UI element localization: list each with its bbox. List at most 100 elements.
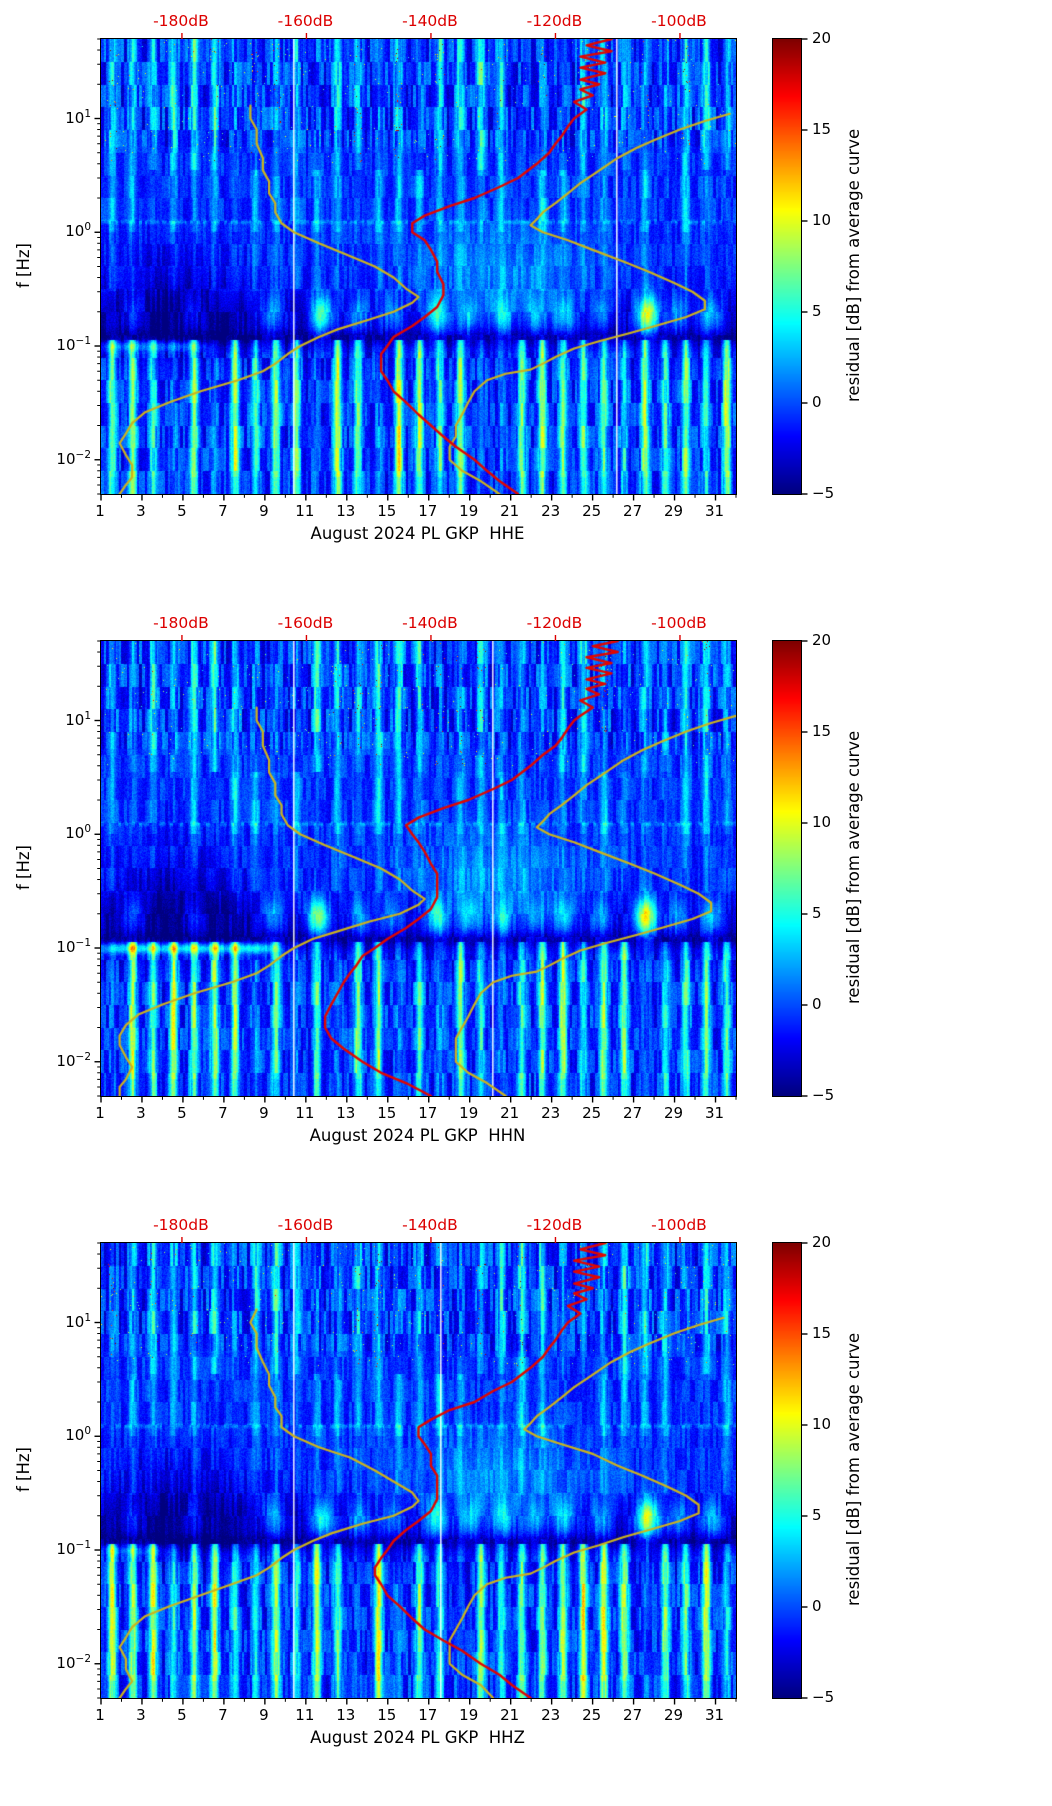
top-db-tick-label: -160dB: [277, 12, 334, 30]
top-db-tick-label: -100dB: [651, 12, 707, 30]
colorbar-tick-label: 15: [812, 722, 832, 740]
colorbar: [772, 38, 808, 495]
colorbar-tick-label: 0: [812, 393, 822, 411]
y-tick-label: 101: [65, 709, 91, 729]
top-db-tick-label: -160dB: [277, 614, 334, 632]
y-tick-label: 10−1: [56, 1539, 91, 1558]
x-tick-label: 29: [664, 1706, 684, 1724]
top-db-tick-label: -140dB: [402, 614, 458, 632]
colorbar-tick-label: 20: [812, 29, 832, 47]
x-tick-label: 3: [136, 502, 146, 520]
top-db-tick-label: -100dB: [651, 1216, 707, 1234]
colorbar-tick-label: 10: [812, 1415, 832, 1433]
y-tick-label: 10−2: [56, 1652, 91, 1672]
y-tick-label: 100: [65, 1425, 91, 1445]
y-tick-label: 100: [65, 823, 91, 843]
x-tick-label: 25: [582, 502, 602, 520]
colorbar-gradient: [773, 641, 801, 1096]
top-db-tick-label: -180dB: [153, 614, 209, 632]
x-tick-label: 1: [95, 1104, 105, 1122]
x-tick-label: 21: [500, 502, 520, 520]
x-tick-label: 23: [541, 1706, 561, 1724]
x-tick-label: 27: [623, 502, 643, 520]
x-tick-label: 7: [218, 502, 228, 520]
y-tick-label: 100: [65, 221, 91, 241]
x-tick-label: 17: [418, 1706, 438, 1724]
x-tick-label: 15: [377, 1706, 397, 1724]
y-tick-label: 101: [65, 107, 91, 127]
x-tick-label: 13: [336, 1706, 356, 1724]
spectrogram-plot: [94, 33, 737, 501]
colorbar-label: residual [dB] from average curve: [844, 128, 863, 403]
x-tick-label: 13: [336, 1104, 356, 1122]
x-tick-label: 17: [418, 1104, 438, 1122]
x-tick-label: 5: [177, 502, 187, 520]
colorbar-tick-label: 20: [812, 1233, 832, 1251]
x-tick-label: 15: [377, 1104, 397, 1122]
top-db-tick-label: -120dB: [526, 1216, 583, 1234]
colorbar-label: residual [dB] from average curve: [844, 730, 863, 1005]
x-tick-label: 13: [336, 502, 356, 520]
colorbar-tick-label: 15: [812, 1324, 832, 1342]
spectrogram-heatmap: [101, 641, 736, 1096]
panel-title: August 2024 PL GKP HHE: [310, 524, 525, 543]
colorbar-tick-label: 5: [812, 302, 822, 320]
spectrogram-heatmap: [101, 1243, 736, 1698]
x-tick-label: 17: [418, 502, 438, 520]
x-tick-label: 23: [541, 1104, 561, 1122]
x-tick-label: 19: [459, 1706, 479, 1724]
colorbar-tick-label: −5: [812, 484, 835, 502]
x-tick-label: 7: [218, 1706, 228, 1724]
x-tick-label: 1: [95, 1706, 105, 1724]
top-db-tick-label: -180dB: [153, 12, 209, 30]
colorbar: [772, 1242, 808, 1699]
x-tick-label: 11: [295, 1706, 315, 1724]
x-tick-label: 11: [295, 1104, 315, 1122]
y-axis-label: f [Hz]: [14, 1447, 33, 1492]
colorbar-gradient: [773, 1243, 801, 1698]
y-tick-label: 10−2: [56, 1050, 91, 1070]
colorbar-tick-label: 5: [812, 904, 822, 922]
x-tick-label: 25: [582, 1104, 602, 1122]
x-tick-label: 1: [95, 502, 105, 520]
x-tick-label: 27: [623, 1104, 643, 1122]
panel-title: August 2024 PL GKP HHZ: [310, 1728, 525, 1747]
colorbar-tick-label: 15: [812, 120, 832, 138]
y-tick-label: 101: [65, 1311, 91, 1331]
y-tick-label: 10−2: [56, 448, 91, 468]
panel-title: August 2024 PL GKP HHN: [309, 1126, 526, 1145]
x-tick-label: 19: [459, 1104, 479, 1122]
y-axis-label: f [Hz]: [14, 243, 33, 288]
x-tick-label: 5: [177, 1706, 187, 1724]
top-db-tick-label: -140dB: [402, 1216, 458, 1234]
y-axis-label: f [Hz]: [14, 845, 33, 890]
y-tick-label: 10−1: [56, 937, 91, 956]
colorbar-label: residual [dB] from average curve: [844, 1332, 863, 1607]
y-tick-label: 10−1: [56, 335, 91, 354]
spectrogram-plot: [94, 635, 737, 1103]
colorbar-tick-label: 0: [812, 1597, 822, 1615]
top-db-tick-label: -180dB: [153, 1216, 209, 1234]
colorbar-tick-label: −5: [812, 1688, 835, 1706]
colorbar-tick-label: 10: [812, 211, 832, 229]
x-tick-label: 3: [136, 1104, 146, 1122]
x-tick-label: 19: [459, 502, 479, 520]
x-tick-label: 21: [500, 1706, 520, 1724]
x-tick-label: 23: [541, 502, 561, 520]
x-tick-label: 29: [664, 1104, 684, 1122]
colorbar-tick-label: −5: [812, 1086, 835, 1104]
x-tick-label: 3: [136, 1706, 146, 1724]
x-tick-label: 27: [623, 1706, 643, 1724]
top-db-tick-label: -120dB: [526, 614, 583, 632]
x-tick-label: 9: [259, 1706, 269, 1724]
top-db-tick-label: -140dB: [402, 12, 458, 30]
x-tick-label: 5: [177, 1104, 187, 1122]
x-tick-label: 25: [582, 1706, 602, 1724]
colorbar-tick-label: 0: [812, 995, 822, 1013]
colorbar-gradient: [773, 39, 801, 494]
x-tick-label: 9: [259, 1104, 269, 1122]
x-tick-label: 31: [704, 1706, 725, 1724]
